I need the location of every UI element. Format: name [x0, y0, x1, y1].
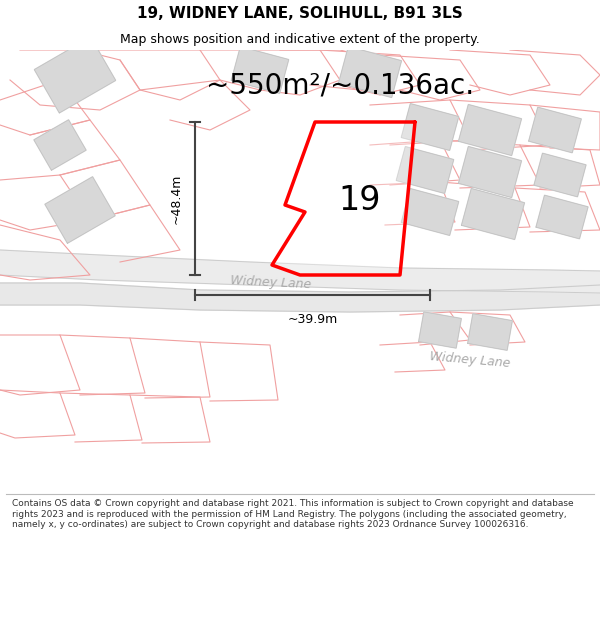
Polygon shape [272, 122, 415, 275]
Text: Widney Lane: Widney Lane [230, 274, 311, 292]
Polygon shape [461, 189, 524, 239]
Polygon shape [0, 250, 600, 293]
Text: Map shows position and indicative extent of the property.: Map shows position and indicative extent… [120, 32, 480, 46]
Polygon shape [34, 37, 116, 113]
Polygon shape [467, 314, 512, 350]
Polygon shape [338, 46, 401, 98]
Polygon shape [397, 147, 454, 193]
Polygon shape [536, 195, 588, 239]
Polygon shape [232, 47, 289, 93]
Polygon shape [401, 189, 458, 236]
Text: Contains OS data © Crown copyright and database right 2021. This information is : Contains OS data © Crown copyright and d… [12, 499, 574, 529]
Text: Widney Lane: Widney Lane [429, 350, 511, 370]
Polygon shape [534, 153, 586, 197]
Text: ~39.9m: ~39.9m [287, 313, 338, 326]
Polygon shape [458, 104, 521, 156]
Text: ~550m²/~0.136ac.: ~550m²/~0.136ac. [206, 71, 474, 99]
Polygon shape [401, 104, 458, 151]
Polygon shape [458, 146, 521, 198]
Polygon shape [45, 177, 115, 243]
Text: 19, WIDNEY LANE, SOLIHULL, B91 3LS: 19, WIDNEY LANE, SOLIHULL, B91 3LS [137, 6, 463, 21]
Polygon shape [419, 312, 461, 348]
Polygon shape [34, 120, 86, 170]
Polygon shape [529, 107, 581, 152]
Text: 19: 19 [339, 184, 381, 216]
Text: ~48.4m: ~48.4m [170, 173, 183, 224]
Polygon shape [0, 283, 600, 312]
